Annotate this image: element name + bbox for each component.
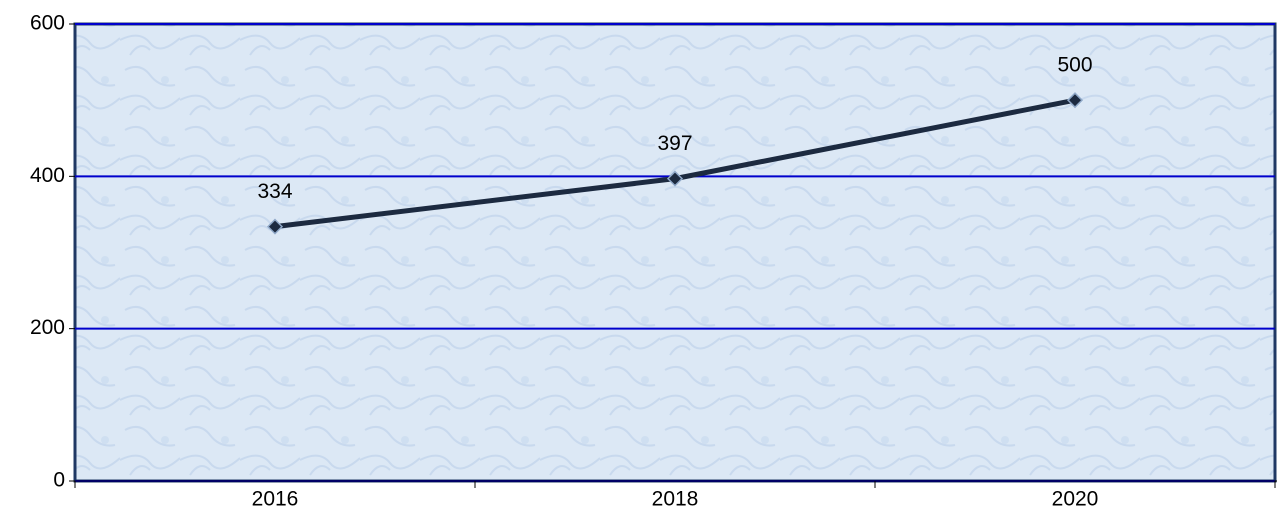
y-tick-label: 400	[30, 164, 65, 187]
data-label: 500	[1057, 54, 1092, 77]
x-tick-label: 2018	[652, 488, 699, 511]
marker	[266, 218, 284, 235]
marker	[666, 170, 684, 187]
plot-area	[73, 22, 1277, 483]
y-tick-label: 600	[30, 12, 65, 35]
y-tick-label: 200	[30, 316, 65, 339]
x-tick-label: 2020	[1052, 488, 1099, 511]
data-label: 334	[257, 180, 292, 203]
data-label: 397	[657, 132, 692, 155]
x-tick-label: 2016	[252, 488, 299, 511]
marker	[1066, 92, 1084, 109]
y-tick-label: 0	[53, 469, 65, 492]
